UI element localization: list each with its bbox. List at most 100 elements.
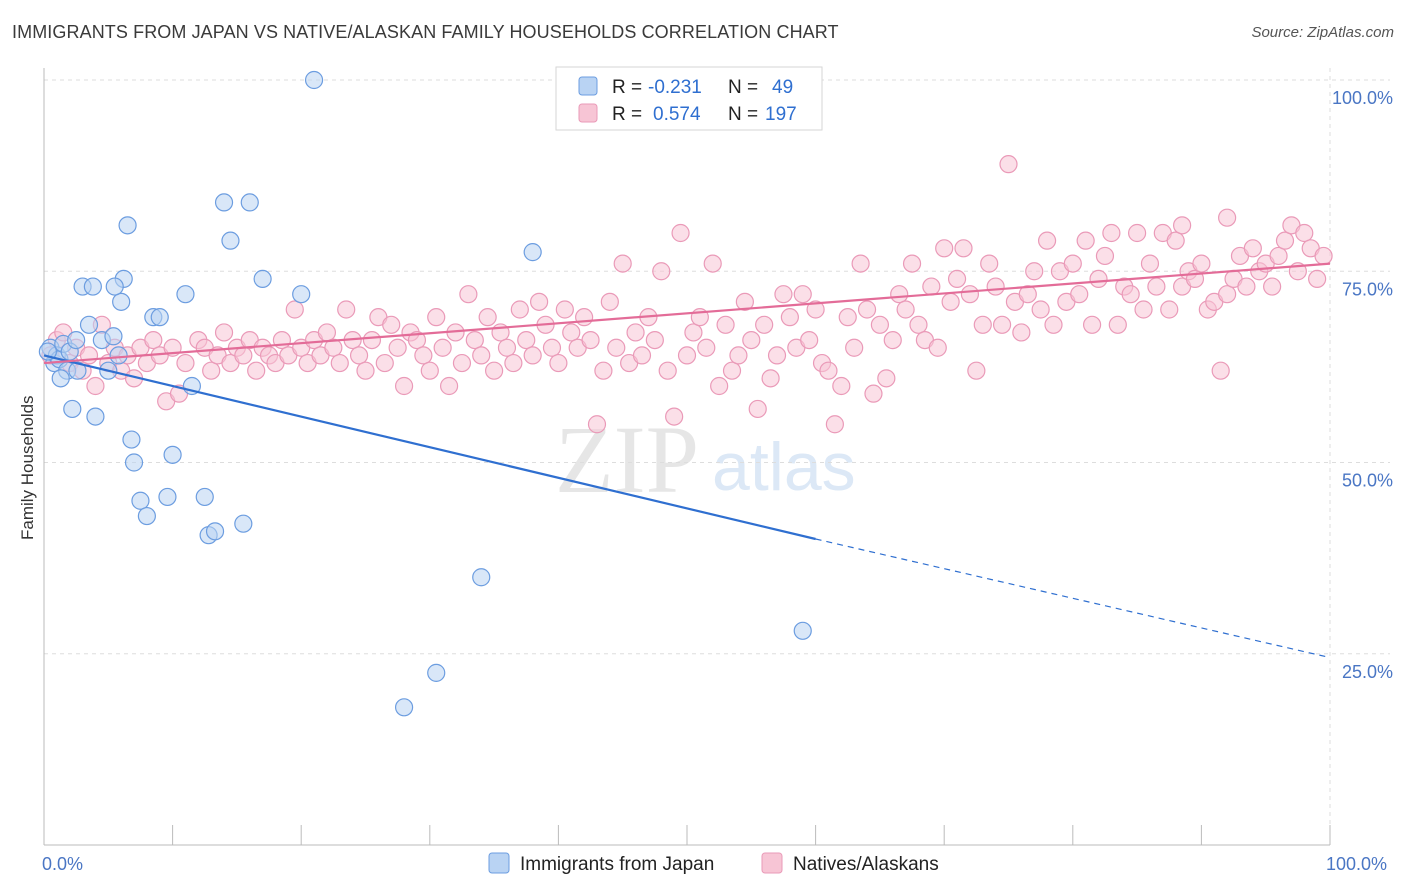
native-point bbox=[684, 323, 703, 342]
legend-r-value-native: 0.574 bbox=[653, 104, 701, 125]
x-tick-label-right: 100.0% bbox=[1326, 854, 1387, 874]
native-point bbox=[710, 376, 729, 396]
native-point bbox=[1108, 315, 1127, 334]
native-point bbox=[594, 361, 613, 380]
native-point bbox=[877, 369, 896, 388]
native-point bbox=[1037, 231, 1057, 250]
bottom-legend-swatch-native bbox=[761, 852, 783, 874]
native-point bbox=[427, 308, 446, 327]
native-point bbox=[86, 376, 105, 396]
japan-point bbox=[124, 453, 144, 472]
native-point bbox=[1134, 300, 1153, 319]
native-point bbox=[658, 361, 677, 380]
native-point bbox=[645, 331, 664, 350]
native-point bbox=[555, 300, 574, 319]
japan-point bbox=[195, 487, 214, 507]
native-point bbox=[613, 254, 632, 273]
japan-point bbox=[63, 399, 82, 419]
immigrants-from-japan-points bbox=[38, 70, 812, 717]
native-point bbox=[729, 346, 748, 365]
japan-point bbox=[163, 445, 182, 464]
native-point bbox=[420, 361, 439, 380]
native-point bbox=[144, 331, 163, 350]
japan-trend-line bbox=[43, 354, 816, 541]
native-point bbox=[626, 323, 645, 342]
trend-lines bbox=[43, 262, 1331, 659]
y-tick-label: 100.0% bbox=[1332, 88, 1393, 108]
native-point bbox=[838, 308, 857, 327]
legend-n-label-japan: N = bbox=[728, 77, 758, 98]
native-point bbox=[285, 300, 304, 319]
japan-point bbox=[137, 506, 156, 526]
legend-r-value-japan: -0.231 bbox=[648, 77, 702, 98]
y-tick-label: 50.0% bbox=[1342, 471, 1393, 491]
japan-point bbox=[105, 277, 124, 296]
japan-point bbox=[109, 346, 128, 365]
native-point bbox=[1076, 231, 1095, 250]
native-point bbox=[362, 331, 382, 350]
native-point bbox=[909, 315, 928, 334]
native-point bbox=[1243, 239, 1262, 258]
native-point bbox=[485, 361, 504, 380]
native-point bbox=[722, 361, 742, 380]
japan-point bbox=[205, 522, 225, 541]
native-point bbox=[1102, 223, 1121, 243]
native-point bbox=[742, 331, 761, 350]
japan-point bbox=[523, 243, 542, 262]
native-point bbox=[478, 308, 497, 327]
native-point bbox=[748, 399, 767, 419]
native-point bbox=[523, 346, 542, 365]
native-point bbox=[632, 346, 652, 365]
bottom-legend-label-native: Natives/Alaskans bbox=[793, 854, 939, 875]
native-point bbox=[607, 338, 626, 357]
native-point bbox=[234, 346, 253, 365]
bottom-legend: Immigrants from Japan Natives/Alaskans bbox=[488, 852, 939, 875]
native-point bbox=[530, 292, 549, 311]
native-point bbox=[780, 308, 799, 327]
japan-point bbox=[793, 621, 812, 640]
native-point bbox=[755, 315, 774, 334]
japan-point bbox=[150, 308, 169, 327]
native-point bbox=[1314, 246, 1333, 266]
native-point bbox=[800, 331, 819, 350]
native-point bbox=[845, 338, 864, 357]
native-point bbox=[1211, 361, 1230, 380]
native-point bbox=[1063, 254, 1082, 273]
native-point bbox=[986, 277, 1005, 296]
native-point bbox=[665, 407, 684, 426]
native-point bbox=[967, 361, 986, 380]
native-point bbox=[1012, 323, 1031, 342]
native-point bbox=[671, 223, 690, 243]
native-point bbox=[439, 376, 459, 396]
legend-r-label-native: R = bbox=[612, 104, 642, 125]
native-point bbox=[735, 292, 754, 311]
native-point bbox=[465, 331, 484, 350]
native-point bbox=[883, 331, 902, 350]
native-point bbox=[857, 300, 877, 319]
legend-n-value-native: 197 bbox=[765, 104, 797, 125]
japan-point bbox=[83, 277, 102, 296]
native-point bbox=[1192, 254, 1211, 273]
japan-point bbox=[86, 407, 105, 426]
native-point bbox=[394, 376, 414, 396]
native-point bbox=[864, 384, 883, 403]
japan-point bbox=[253, 269, 272, 288]
native-point bbox=[349, 346, 369, 365]
native-point bbox=[549, 353, 568, 373]
japan-point bbox=[79, 315, 99, 334]
y-tick-label: 75.0% bbox=[1342, 279, 1393, 299]
native-point bbox=[902, 254, 922, 273]
native-point bbox=[1121, 285, 1140, 304]
legend-swatch-native bbox=[578, 103, 598, 123]
native-point bbox=[176, 353, 195, 373]
japan-point bbox=[38, 342, 57, 361]
legend-r-label-japan: R = bbox=[612, 77, 642, 98]
native-point bbox=[677, 346, 697, 365]
native-point bbox=[1025, 262, 1044, 281]
native-point bbox=[825, 415, 844, 434]
native-point bbox=[947, 269, 967, 288]
native-point bbox=[414, 346, 433, 365]
japan-point bbox=[158, 487, 177, 507]
x-tick-label-left: 0.0% bbox=[42, 854, 83, 874]
